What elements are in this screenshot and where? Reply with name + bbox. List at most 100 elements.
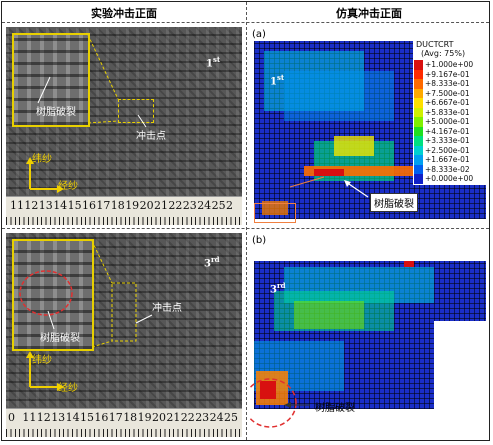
ruler-number: 21 — [154, 199, 168, 212]
header-divider — [2, 22, 489, 23]
legend-swatch — [414, 174, 423, 184]
legend-swatch — [414, 98, 423, 108]
sim-third-impact: (b) 3rd 树脂破裂 — [250, 233, 490, 437]
legend-swatch — [414, 145, 423, 156]
legend-label: +4.167e-01 — [425, 126, 470, 136]
ruler-number: 16 — [82, 199, 96, 212]
ruler-number: 21 — [166, 411, 181, 424]
resin-crack-label-1: 树脂破裂 — [36, 107, 76, 118]
ruler-number: 17 — [96, 199, 111, 212]
ruler-number: 23 — [182, 199, 197, 212]
ruler-number: 20 — [139, 199, 154, 212]
ruler-number: 25 — [211, 199, 226, 212]
impact-point-label-2: 冲击点 — [152, 303, 182, 314]
ruler-number: 22 — [168, 199, 183, 212]
impact-region-box — [118, 99, 154, 123]
legend-swatch — [414, 107, 423, 118]
crack-arrow-top — [289, 176, 369, 198]
resin-crack-callout-2: 树脂破裂 — [315, 403, 355, 414]
ruler-number: 25 — [224, 411, 238, 424]
ruler-number: 14 — [65, 411, 80, 424]
legend-label: +0.000e+00 — [425, 174, 474, 183]
weft-label-2: 纬纱 — [32, 355, 52, 366]
ruler-number: 11 — [22, 411, 37, 424]
inset-link-lines — [37, 34, 147, 128]
panel-label-a: (a) — [252, 29, 266, 40]
ordinal-photo-top: 1st — [206, 55, 221, 70]
column-divider — [246, 2, 247, 440]
ruler-number: 23 — [195, 411, 210, 424]
legend: DUCTCRT (Avg: 75%) +1.000e+00 +9.167e-01 +… — [413, 40, 488, 185]
legend-swatch — [414, 60, 423, 70]
ruler-number: 18 — [123, 411, 138, 424]
legend-swatch — [414, 126, 423, 137]
ruler-number: 17 — [108, 411, 123, 424]
legend-subtitle: (Avg: 75%) — [421, 49, 466, 58]
resin-crack-label-2: 树脂破裂 — [40, 333, 80, 344]
row-divider — [2, 228, 489, 229]
photo-inset-zoom-2 — [12, 239, 94, 351]
legend-swatch — [414, 69, 423, 80]
ordinal-sim-bottom: 3rd — [270, 281, 286, 296]
photo-first-impact: 树脂破裂 冲击点 1st 纬纱 经纱 11 12 13 14 15 16 17 18 19 20 2… — [6, 27, 242, 225]
legend-label: +1.000e+00 — [425, 60, 474, 69]
legend-label: +8.333e-01 — [425, 79, 470, 88]
ruler-number: 12 — [36, 411, 51, 424]
yarn-axes-icon-2 — [26, 351, 64, 391]
legend-title: DUCTCRT — [416, 40, 454, 49]
ruler-number: 0 — [8, 411, 15, 424]
ruler-number: 24 — [209, 411, 224, 424]
impact-point-label-1: 冲击点 — [136, 131, 166, 142]
weft-label-1: 纬纱 — [32, 154, 52, 165]
legend-label: +3.333e-01 — [425, 136, 470, 145]
ruler-number: 19 — [137, 411, 152, 424]
header-simulation: 仿真冲击正面 — [336, 7, 402, 20]
sim-first-impact: (a) 1st DUCTCRT (Avg: 75%) +1.000e+00 +9.… — [250, 27, 490, 225]
ruler-number: 15 — [80, 411, 94, 424]
crack-highlight-bottom — [250, 378, 310, 428]
legend-label: +6.667e-01 — [425, 98, 470, 107]
legend-label: +2.500e-01 — [425, 145, 470, 155]
ruler-bottom: 0 11 12 13 14 15 16 17 18 19 20 21 22 23 24 25 — [6, 408, 242, 437]
legend-swatch — [414, 164, 423, 175]
header-experiment: 实验冲击正面 — [91, 7, 157, 20]
sim-mesh-top — [254, 41, 486, 223]
ruler-number: 18 — [110, 199, 125, 212]
legend-label: +1.667e-01 — [425, 155, 470, 164]
legend-label: +9.167e-01 — [425, 69, 470, 79]
ordinal-sim-top: 1st — [270, 73, 285, 88]
warp-label-1: 经纱 — [58, 181, 78, 192]
ruler-number: 24 — [197, 199, 212, 212]
photo-inset-zoom — [12, 33, 90, 127]
warp-label-2: 经纱 — [58, 383, 78, 394]
legend-label: +7.500e-01 — [425, 88, 470, 98]
ruler-number: 2 — [226, 199, 233, 212]
resin-crack-callout-1: 树脂破裂 — [370, 193, 418, 212]
legend-label: +5.000e-01 — [425, 117, 470, 126]
ruler-number: 16 — [94, 411, 109, 424]
legend-swatch — [414, 79, 423, 89]
legend-swatch — [414, 117, 423, 127]
yarn-axes-icon — [26, 157, 64, 193]
ruler-number: 12 — [24, 199, 39, 212]
panel-label-b: (b) — [252, 235, 267, 246]
legend-label: +5.833e-01 — [425, 107, 470, 117]
ruler-number: 19 — [125, 199, 140, 212]
ruler-number: 13 — [51, 411, 66, 424]
ruler-number: 15 — [67, 199, 82, 212]
legend-swatch — [414, 88, 423, 99]
legend-label: +8.333e-02 — [425, 164, 470, 174]
inset-link-lines-2 — [19, 240, 153, 348]
sim-mesh-bottom — [254, 261, 486, 409]
ordinal-photo-bottom: 3rd — [204, 255, 220, 270]
legend-swatch — [414, 155, 423, 165]
ruler-number: 13 — [38, 199, 53, 212]
ruler-top: 11 12 13 14 15 16 17 18 19 20 21 22 23 24 25 2 — [6, 196, 242, 225]
photo-third-impact: 树脂破裂 冲击点 3rd 纬纱 经纱 0 11 12 13 14 15 16 17 18 19 20… — [6, 233, 242, 437]
ruler-number: 11 — [10, 199, 24, 212]
ruler-number: 14 — [53, 199, 68, 212]
ruler-number: 22 — [180, 411, 195, 424]
legend-swatch — [414, 136, 423, 146]
ruler-number: 20 — [152, 411, 166, 424]
